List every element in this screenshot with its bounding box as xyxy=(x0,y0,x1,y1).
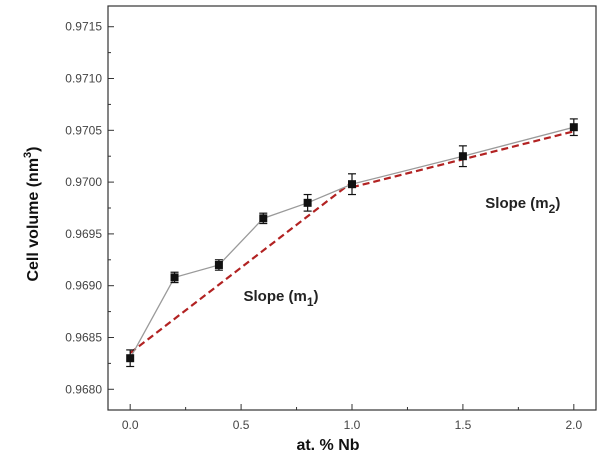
data-point-marker xyxy=(303,198,312,207)
slope-annotation-subscript: 2 xyxy=(549,202,556,216)
data-point-marker xyxy=(126,354,135,363)
x-tick-label: 0.5 xyxy=(233,418,250,432)
series-line xyxy=(129,126,574,359)
fit-line-1 xyxy=(129,181,353,354)
y-tick-label: 0.9695 xyxy=(65,227,102,241)
y-axis-title-sup: 3 xyxy=(22,152,34,158)
y-axis-title-main: Cell volume (nm xyxy=(25,158,42,282)
slope-annotation-subscript: 1 xyxy=(307,295,314,309)
y-axis-title-end: ) xyxy=(25,146,42,151)
x-tick-label: 1.5 xyxy=(455,418,472,432)
y-tick-label: 0.9685 xyxy=(65,330,102,344)
slope-annotation-1: Slope (m1) xyxy=(244,288,319,309)
y-tick-label: 0.9700 xyxy=(65,175,102,189)
slope-annotation-close: ) xyxy=(314,288,319,305)
data-point-marker xyxy=(259,214,268,223)
fit-lines xyxy=(129,130,575,354)
y-tick-label: 0.9715 xyxy=(65,20,102,34)
y-tick-label: 0.9690 xyxy=(65,279,102,293)
data-point-marker xyxy=(214,260,223,269)
slope-annotation-2: Slope (m2) xyxy=(485,195,560,216)
y-tick-label: 0.9710 xyxy=(65,72,102,86)
slope-annotation-close: ) xyxy=(555,195,560,212)
y-tick-label: 0.9680 xyxy=(65,382,102,396)
annotations: Slope (m1)Slope (m2) xyxy=(244,195,561,309)
slope-annotation-text: Slope (m xyxy=(244,288,307,305)
x-axis-title: at. % Nb xyxy=(296,437,359,454)
x-tick-label: 2.0 xyxy=(565,418,582,432)
data-point-marker xyxy=(569,123,578,132)
x-tick-label: 0.0 xyxy=(122,418,139,432)
x-tick-label: 1.0 xyxy=(344,418,361,432)
y-axis-title: Cell volume (nm3) xyxy=(22,146,42,281)
x-axis: 0.0 0.5 1.0 1.5 2.0 xyxy=(122,404,582,432)
data-point-marker xyxy=(458,152,467,161)
data-point-marker xyxy=(348,180,356,189)
y-tick-label: 0.9705 xyxy=(65,123,102,137)
slope-annotation-text: Slope (m xyxy=(485,195,548,212)
y-axis: 0.9680 0.9685 0.9690 0.9695 0.9700 0.9705 0.97… xyxy=(65,20,114,396)
data-series xyxy=(126,118,578,368)
data-point-marker xyxy=(170,273,179,282)
